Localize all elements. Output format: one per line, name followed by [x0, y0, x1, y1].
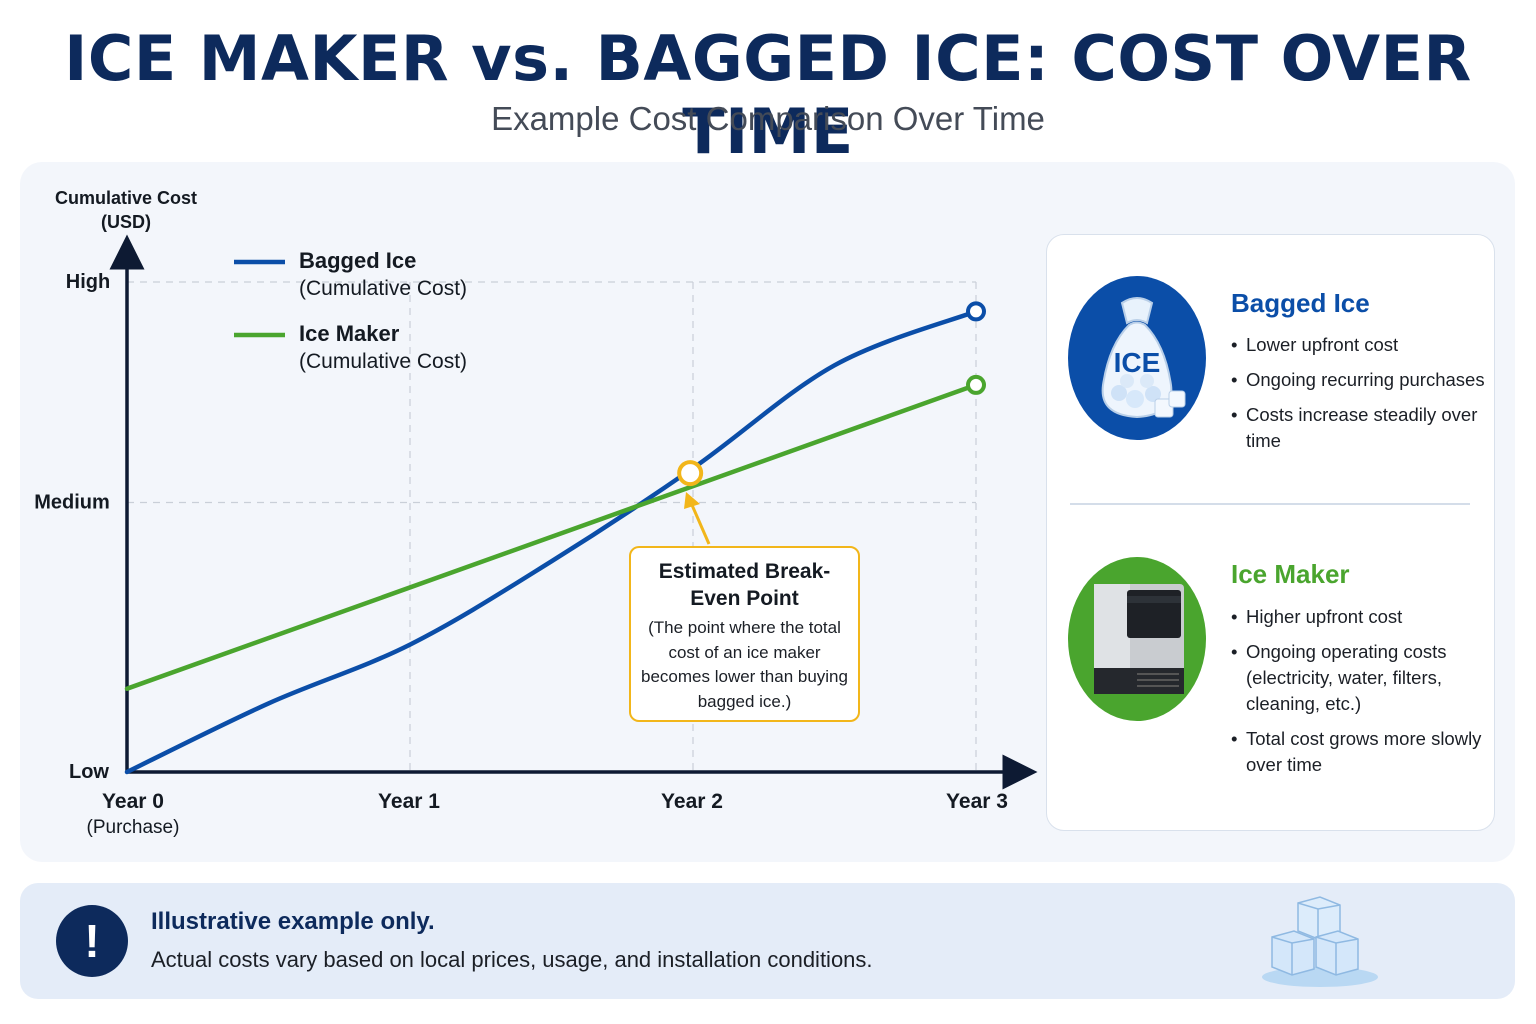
comparison-card: ICE Bagged Ice Lower upfront cost Ongoin…	[1046, 234, 1495, 831]
callout-arrow-head	[684, 492, 700, 509]
ice-maker-card-title: Ice Maker	[1231, 559, 1350, 589]
bullet-item: Costs increase steadily over time	[1231, 402, 1486, 454]
x-tick-label: Year 1	[378, 790, 440, 813]
ice-maker-icon	[1068, 557, 1206, 721]
x-tick-label: Year 0	[102, 790, 164, 813]
bagged-ice-card-title: Bagged Ice	[1231, 288, 1370, 318]
break-even-marker	[677, 460, 704, 487]
y-tick-label: Medium	[34, 492, 110, 514]
bullet-item: Ongoing recurring purchases	[1231, 367, 1486, 393]
legend-sublabel-ice-maker: (Cumulative Cost)	[299, 350, 467, 373]
legend-label-bagged-ice: Bagged Ice	[299, 248, 416, 273]
callout-title: Estimated Break-Even Point	[658, 560, 831, 610]
bullet-item: Higher upfront cost	[1231, 604, 1486, 630]
exclamation-icon: !	[56, 905, 128, 977]
y-tick-label: Low	[69, 761, 109, 783]
y-axis-title: Cumulative Cost	[55, 188, 197, 208]
callout-text: (The point where the total cost of an ic…	[641, 618, 848, 711]
ice-cubes-icon	[1262, 896, 1378, 987]
bagged-ice-end-marker	[966, 301, 986, 322]
page-title: ICE MAKER vs. BAGGED ICE: COST OVER TIME	[64, 22, 1472, 168]
ice-maker-bullets: Higher upfront cost Ongoing operating co…	[1231, 604, 1486, 787]
disclaimer-title: Illustrative example only.	[151, 908, 435, 935]
ice-bag-label: ICE	[1114, 347, 1161, 378]
bagged-ice-line	[124, 309, 979, 775]
ice-maker-end-marker	[966, 374, 986, 395]
break-even-callout: Estimated Break-Even Point (The point wh…	[629, 546, 860, 722]
page-subtitle: Example Cost Comparison Over Time	[491, 100, 1045, 137]
x-tick-sublabel: (Purchase)	[87, 817, 180, 838]
bullet-item: Lower upfront cost	[1231, 332, 1486, 358]
bullet-item: Ongoing operating costs (electricity, wa…	[1231, 639, 1486, 717]
ice-maker-line	[124, 382, 979, 691]
x-tick-label: Year 2	[661, 790, 723, 813]
bagged-ice-bullets: Lower upfront cost Ongoing recurring pur…	[1231, 332, 1486, 463]
callout-arrow-line	[690, 504, 711, 545]
bullet-item: Total cost grows more slowly over time	[1231, 726, 1486, 778]
disclaimer-banner: ! Illustrative example only. Actual cost…	[20, 883, 1515, 999]
legend-label-ice-maker: Ice Maker	[299, 321, 400, 346]
y-tick-label: High	[66, 271, 110, 293]
ice-bag-icon: ICE	[1068, 276, 1206, 440]
y-axis-unit: (USD)	[101, 212, 151, 232]
card-divider	[1070, 503, 1470, 505]
legend-sublabel-bagged-ice: (Cumulative Cost)	[299, 277, 467, 300]
disclaimer-text: Actual costs vary based on local prices,…	[151, 947, 873, 972]
x-tick-label: Year 3	[946, 790, 1008, 813]
